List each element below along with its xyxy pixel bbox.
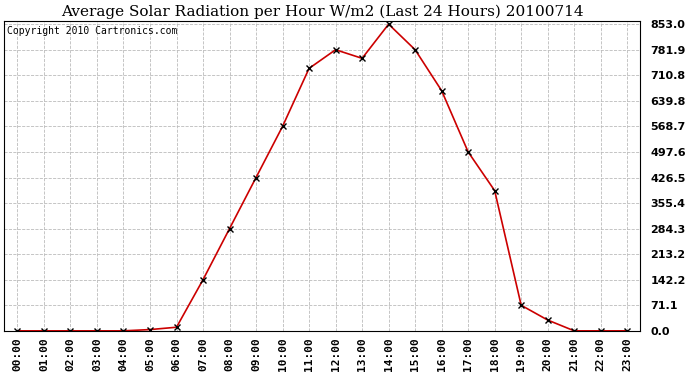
Text: Copyright 2010 Cartronics.com: Copyright 2010 Cartronics.com: [8, 26, 178, 36]
Title: Average Solar Radiation per Hour W/m2 (Last 24 Hours) 20100714: Average Solar Radiation per Hour W/m2 (L…: [61, 4, 584, 18]
